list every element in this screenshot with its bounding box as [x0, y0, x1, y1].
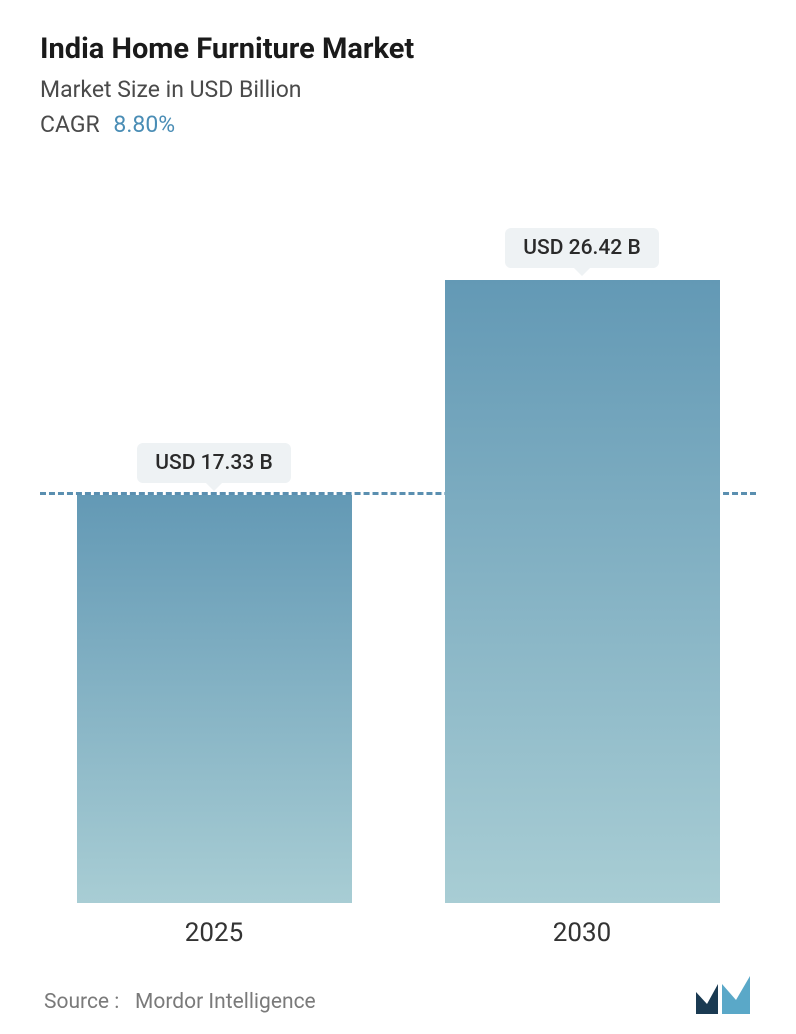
bar-wrapper: USD 17.33 B [77, 443, 352, 903]
value-badge: USD 17.33 B [137, 443, 290, 483]
chart-container: India Home Furniture Market Market Size … [0, 0, 796, 1034]
bar [445, 280, 720, 903]
bar-wrapper: USD 26.42 B [445, 228, 720, 903]
x-axis: 2025 2030 [40, 913, 756, 948]
brand-logo-icon [696, 976, 752, 1014]
chart-subtitle: Market Size in USD Billion [40, 76, 756, 103]
chart-area: USD 17.33 B USD 26.42 B [40, 178, 756, 903]
cagr-value: 8.80% [113, 111, 175, 138]
cagr-label: CAGR [40, 111, 100, 138]
source-label: Source : [44, 990, 119, 1014]
x-axis-label: 2025 [77, 918, 352, 948]
x-axis-label: 2030 [445, 918, 720, 948]
source-name: Mordor Intelligence [135, 990, 316, 1014]
chart-footer: Source : Mordor Intelligence [40, 976, 756, 1014]
value-badge: USD 26.42 B [505, 228, 658, 268]
chart-title: India Home Furniture Market [40, 32, 756, 66]
cagr-row: CAGR 8.80% [40, 111, 756, 138]
bars-row: USD 17.33 B USD 26.42 B [40, 228, 756, 903]
bar [77, 495, 352, 903]
source-text: Source : Mordor Intelligence [44, 990, 316, 1014]
